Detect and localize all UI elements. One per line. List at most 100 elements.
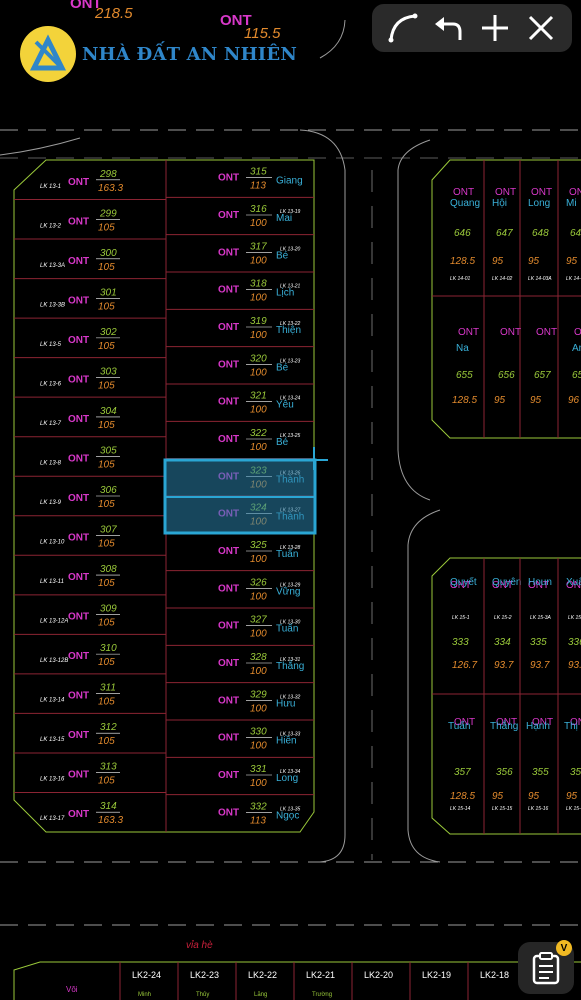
brand-logo-icon (20, 26, 76, 82)
lot-tag: LK 13-28 (280, 545, 301, 551)
undo-button[interactable] (429, 8, 469, 48)
lot-code: ONT (68, 651, 89, 662)
lot-area: 96 (568, 395, 580, 406)
lot-number[interactable]: 317 (250, 241, 267, 252)
lot-code: ONT (68, 809, 89, 820)
lot-number[interactable]: 322 (250, 428, 267, 439)
lot-area: 105 (98, 697, 115, 708)
lot-number[interactable]: 336 (568, 637, 581, 648)
lot-number[interactable]: 300 (100, 248, 117, 259)
lot-area: 105 (98, 301, 115, 312)
lot-number[interactable]: 65 (572, 370, 581, 381)
lot-number[interactable]: 303 (100, 366, 117, 377)
lot-number[interactable]: 331 (250, 764, 267, 775)
lot-number[interactable]: 315 (250, 167, 267, 178)
selection-highlight[interactable] (163, 447, 328, 535)
lot-number[interactable]: 648 (532, 228, 549, 239)
lot-number[interactable]: 355 (532, 767, 549, 778)
lot-number[interactable]: 304 (100, 406, 117, 417)
lot-number[interactable]: 356 (496, 767, 513, 778)
lot-owner: Tuấn (276, 623, 298, 635)
top-partial-code-2: ONT (220, 12, 252, 29)
lot-owner: Na (456, 343, 469, 354)
lot-number[interactable]: 312 (100, 722, 117, 733)
lot-number[interactable]: 328 (250, 652, 267, 663)
lot-number[interactable]: 655 (456, 370, 473, 381)
lot-tag: LK 13-6 (40, 381, 62, 387)
block-14-outline (431, 159, 581, 439)
lot-area: 100 (250, 666, 267, 677)
lot-area: 105 (98, 262, 115, 273)
lot-code: ONT (500, 327, 521, 338)
lot-owner: Houn (528, 577, 552, 588)
lot-number[interactable]: 302 (100, 327, 117, 338)
lot-tag: LK 13-9 (40, 500, 62, 506)
lot-code: ONT (68, 414, 89, 425)
lot-tag: LK 15-16 (528, 806, 549, 812)
lot-number[interactable]: 657 (534, 370, 551, 381)
lot-area: 105 (98, 657, 115, 668)
lot-number[interactable]: 319 (250, 316, 267, 327)
lot-tag: LK 13-21 (280, 284, 301, 290)
lot-number[interactable]: 334 (494, 637, 511, 648)
lot-number[interactable]: 330 (250, 727, 267, 738)
lot-number[interactable]: 329 (250, 689, 267, 700)
lot-number[interactable]: 314 (100, 801, 117, 812)
lot-number[interactable]: 332 (250, 801, 267, 812)
lot-number[interactable]: 320 (250, 353, 267, 364)
lot-number[interactable]: 306 (100, 485, 117, 496)
lot-owner: Lịch (276, 288, 294, 299)
lot-area: 128.5 (450, 256, 475, 267)
lot-number[interactable]: 307 (100, 525, 117, 536)
lot-number[interactable]: 313 (100, 762, 117, 773)
lot-number[interactable]: 318 (250, 279, 267, 290)
lot-number[interactable]: 309 (100, 604, 117, 615)
lot-number[interactable]: 333 (452, 637, 469, 648)
lot-area: 95 (528, 791, 540, 802)
lot-number[interactable]: 357 (454, 767, 471, 778)
lot-number[interactable]: 305 (100, 445, 117, 456)
lot-tag: LK 15-14 (450, 806, 471, 812)
lot-code: ONT (218, 322, 239, 333)
lot-number[interactable]: 327 (250, 615, 267, 626)
lot-number[interactable]: 308 (100, 564, 117, 575)
lot-number[interactable]: 299 (99, 208, 117, 219)
add-button[interactable] (475, 8, 515, 48)
lot-number[interactable]: 646 (454, 228, 471, 239)
lot-number[interactable]: 316 (250, 204, 267, 215)
lot-number[interactable]: 321 (250, 391, 267, 402)
notes-button[interactable]: V (518, 940, 574, 994)
lot-code: ONT (218, 173, 239, 184)
lot-number[interactable]: 64 (570, 228, 581, 239)
lot-tag: LK 13-14 (40, 698, 65, 704)
lot-area: 100 (250, 629, 267, 640)
lot-tag: LK 13-16 (40, 777, 65, 783)
lot-number[interactable]: 301 (100, 287, 117, 298)
lot-number[interactable]: 310 (100, 643, 117, 654)
lot-owner: Lăng (254, 992, 267, 998)
lot-tag: LK 13-7 (40, 421, 62, 427)
lot-tag: LK 13-32 (280, 694, 301, 700)
lot-number[interactable]: 326 (250, 577, 267, 588)
lot-area: 128.5 (452, 395, 477, 406)
lot-tag: LK 13-29 (280, 582, 301, 588)
lot-number[interactable]: 35 (570, 767, 581, 778)
lot-number[interactable]: 311 (100, 683, 116, 694)
top-partial-code-1: ONT (70, 0, 102, 12)
lot-number[interactable]: 647 (496, 228, 513, 239)
lot-area: 163.3 (98, 815, 123, 826)
lot-tag: LK 13-8 (40, 460, 62, 466)
close-button[interactable] (521, 8, 561, 48)
lot-tag: LK 13-19 (280, 209, 301, 215)
lot-tag: LK 13-34 (280, 769, 301, 775)
lot-area: 105 (98, 736, 115, 747)
lot-number[interactable]: 298 (99, 169, 117, 180)
lot-tag: LK2-24 (132, 970, 161, 980)
lot-tag: LK 13-30 (280, 620, 301, 626)
lot-number[interactable]: 325 (250, 540, 267, 551)
cad-toolbar (372, 4, 572, 52)
lot-number[interactable]: 335 (530, 637, 547, 648)
arc-tool-button[interactable] (383, 8, 423, 48)
lot-number[interactable]: 656 (498, 370, 515, 381)
